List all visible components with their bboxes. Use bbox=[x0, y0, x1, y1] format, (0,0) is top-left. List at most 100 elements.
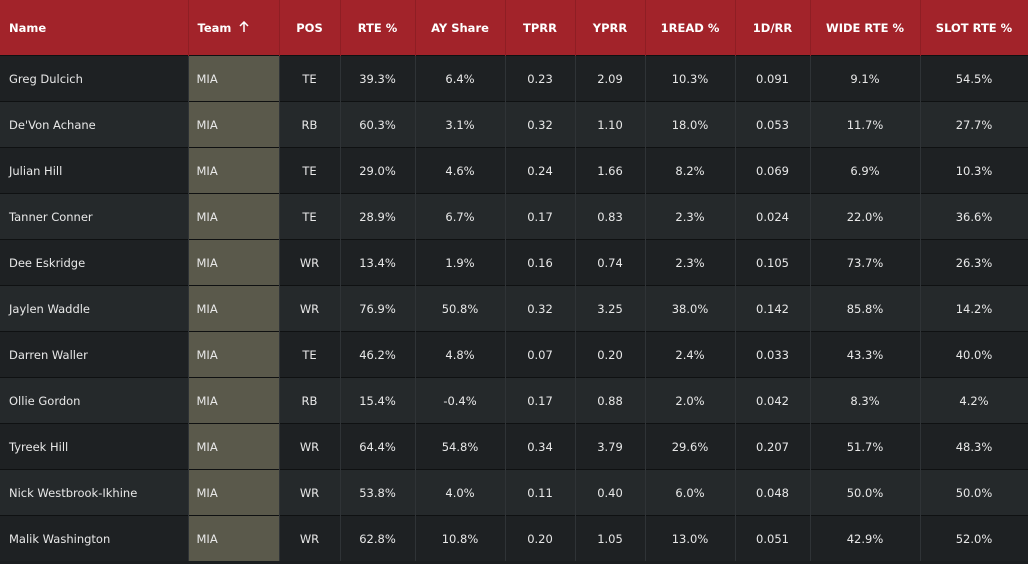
stat-cell: 11.7% bbox=[810, 101, 921, 148]
stat-cell: 39.3% bbox=[340, 55, 416, 102]
stat-cell: 40.0% bbox=[920, 331, 1028, 378]
stat-cell: 54.8% bbox=[415, 423, 506, 470]
stat-cell: 0.051 bbox=[735, 515, 811, 561]
cell-text: MIA bbox=[196, 209, 218, 224]
team-cell: MIA bbox=[188, 515, 280, 561]
cell-text: TE bbox=[302, 209, 317, 224]
table-row: Darren Waller MIA TE 46.2% 4.8% 0.07 0.20 2.4% 0… bbox=[0, 331, 1028, 378]
table-row: Julian Hill MIA TE 29.0% 4.6% 0.24 1.66 8.2% 0.0… bbox=[0, 147, 1028, 194]
cell-text: 43.3% bbox=[846, 347, 884, 362]
cell-text: 50.0% bbox=[955, 485, 993, 500]
cell-text: MIA bbox=[196, 439, 218, 454]
cell-text: 85.8% bbox=[846, 301, 884, 316]
cell-text: 0.20 bbox=[527, 531, 553, 546]
stat-cell: 0.142 bbox=[735, 285, 811, 332]
stat-cell: 42.9% bbox=[810, 515, 921, 561]
column-header[interactable]: 1READ % bbox=[645, 0, 736, 56]
team-cell: MIA bbox=[188, 55, 280, 102]
cell-text: 11.7% bbox=[846, 117, 884, 132]
stat-cell: 46.2% bbox=[340, 331, 416, 378]
stat-cell: 76.9% bbox=[340, 285, 416, 332]
table-row: Greg Dulcich MIA TE 39.3% 6.4% 0.23 2.09 10.3% 0… bbox=[0, 55, 1028, 102]
column-header[interactable]: SLOT RTE % bbox=[920, 0, 1028, 56]
column-header[interactable]: Team bbox=[188, 0, 280, 56]
team-cell: MIA bbox=[188, 331, 280, 378]
stat-cell: 4.8% bbox=[415, 331, 506, 378]
team-cell: MIA bbox=[188, 285, 280, 332]
cell-text: 9.1% bbox=[850, 71, 880, 86]
stat-cell: 0.17 bbox=[505, 377, 576, 424]
cell-text: 8.2% bbox=[675, 163, 705, 178]
cell-text: 54.8% bbox=[441, 439, 479, 454]
cell-text: 1.05 bbox=[597, 531, 623, 546]
stat-cell: 3.79 bbox=[575, 423, 646, 470]
cell-text: 40.0% bbox=[955, 347, 993, 362]
stat-cell: 50.0% bbox=[920, 469, 1028, 516]
cell-text: 0.07 bbox=[527, 347, 553, 362]
column-header[interactable]: AY Share bbox=[415, 0, 506, 56]
column-header[interactable]: TPRR bbox=[505, 0, 576, 56]
table-header: Name Team POS RTE % AY Share TPRR YPRR 1READ % 1… bbox=[0, 0, 1028, 56]
cell-text: 2.3% bbox=[675, 255, 705, 270]
stat-cell: 1.66 bbox=[575, 147, 646, 194]
cell-text: 0.74 bbox=[597, 255, 623, 270]
column-header[interactable]: Name bbox=[0, 0, 189, 56]
cell-text: 0.105 bbox=[756, 255, 789, 270]
cell-text: WR bbox=[299, 439, 320, 454]
column-header[interactable]: YPRR bbox=[575, 0, 646, 56]
cell-text: 2.0% bbox=[675, 393, 705, 408]
cell-text: WR bbox=[299, 301, 320, 316]
stat-cell: WR bbox=[279, 285, 341, 332]
column-header[interactable]: 1D/RR bbox=[735, 0, 811, 56]
stat-cell: 9.1% bbox=[810, 55, 921, 102]
stat-cell: 0.11 bbox=[505, 469, 576, 516]
cell-text: 48.3% bbox=[955, 439, 993, 454]
cell-text: Jaylen Waddle bbox=[9, 301, 91, 316]
stat-cell: 0.20 bbox=[575, 331, 646, 378]
stat-cell: 0.105 bbox=[735, 239, 811, 286]
stat-cell: WR bbox=[279, 469, 341, 516]
cell-text: MIA bbox=[196, 163, 218, 178]
cell-text: TE bbox=[302, 71, 317, 86]
cell-text: 0.11 bbox=[527, 485, 553, 500]
stat-cell: 64.4% bbox=[340, 423, 416, 470]
cell-text: 29.0% bbox=[359, 163, 396, 178]
stat-cell: 4.6% bbox=[415, 147, 506, 194]
table-row: Malik Washington MIA WR 62.8% 10.8% 0.20 1.05 1… bbox=[0, 515, 1028, 561]
stat-cell: 0.23 bbox=[505, 55, 576, 102]
stat-cell: 0.34 bbox=[505, 423, 576, 470]
cell-text: 4.6% bbox=[445, 163, 475, 178]
cell-text: 0.17 bbox=[527, 209, 553, 224]
cell-text: 13.0% bbox=[671, 531, 709, 546]
column-header[interactable]: POS bbox=[279, 0, 341, 56]
cell-text: MIA bbox=[196, 117, 218, 132]
cell-text: MIA bbox=[196, 301, 218, 316]
cell-text: 60.3% bbox=[359, 117, 396, 132]
cell-text: 1D/RR bbox=[752, 20, 793, 35]
stat-cell: 28.9% bbox=[340, 193, 416, 240]
cell-text: TE bbox=[302, 347, 317, 362]
cell-text: 3.25 bbox=[597, 301, 623, 316]
stat-cell: 0.07 bbox=[505, 331, 576, 378]
stat-cell: 8.2% bbox=[645, 147, 736, 194]
cell-text: 1.10 bbox=[597, 117, 623, 132]
cell-text: 28.9% bbox=[359, 209, 396, 224]
column-header[interactable]: RTE % bbox=[340, 0, 416, 56]
stat-cell: 0.053 bbox=[735, 101, 811, 148]
cell-text: 2.09 bbox=[597, 71, 623, 86]
stat-cell: 0.74 bbox=[575, 239, 646, 286]
table-row: Tyreek Hill MIA WR 64.4% 54.8% 0.34 3.79 29.6% 0… bbox=[0, 423, 1028, 470]
player-name: Tyreek Hill bbox=[0, 423, 189, 470]
cell-text: 3.1% bbox=[445, 117, 475, 132]
stat-cell: TE bbox=[279, 55, 341, 102]
player-name: Tanner Conner bbox=[0, 193, 189, 240]
cell-text: De'Von Achane bbox=[9, 117, 96, 132]
cell-text: MIA bbox=[196, 71, 218, 86]
stat-cell: 18.0% bbox=[645, 101, 736, 148]
player-name: Dee Eskridge bbox=[0, 239, 189, 286]
cell-text: Tyreek Hill bbox=[9, 439, 69, 454]
stat-cell: 0.88 bbox=[575, 377, 646, 424]
cell-text: MIA bbox=[196, 531, 218, 546]
column-header[interactable]: WIDE RTE % bbox=[810, 0, 921, 56]
